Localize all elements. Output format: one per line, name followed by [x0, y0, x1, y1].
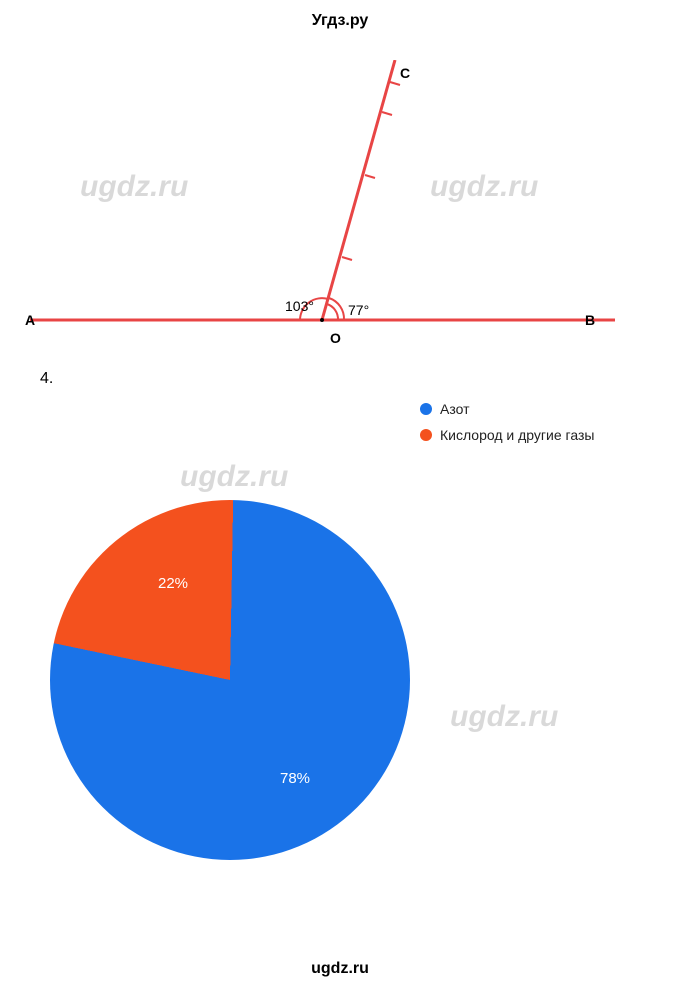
legend-label-1: Азот: [440, 400, 470, 418]
page-header: Угдз.ру: [312, 12, 369, 30]
point-o-dot: [320, 318, 324, 322]
tick-3: [382, 112, 392, 115]
angle-right: 77°: [348, 302, 369, 318]
label-o: O: [330, 330, 341, 346]
label-c: C: [400, 65, 410, 81]
label-a: A: [25, 312, 35, 328]
label-b: B: [585, 312, 595, 328]
angle-left: 103°: [285, 298, 314, 314]
tick-2: [365, 175, 375, 178]
pie-circle: [50, 500, 410, 860]
pie-label-2: 22%: [158, 575, 188, 592]
ray-oc: [322, 60, 395, 320]
tick-1: [342, 257, 352, 260]
tick-4: [390, 82, 400, 85]
legend-label-2: Кислород и другие газы: [440, 426, 594, 444]
legend-item-2: Кислород и другие газы: [420, 426, 594, 444]
angle-diagram: A B O C 103° 77°: [20, 60, 660, 350]
angle-svg: [20, 60, 660, 350]
arc-right-1: [327, 304, 338, 320]
section-number: 4.: [40, 370, 53, 388]
watermark-5: ugdz.ru: [450, 700, 558, 734]
pie-label-1: 78%: [280, 770, 310, 787]
pie-chart: 78% 22%: [50, 480, 450, 880]
legend-dot-1: [420, 403, 432, 415]
arc-right-2: [329, 298, 344, 320]
pie-legend: Азот Кислород и другие газы: [420, 400, 594, 452]
legend-dot-2: [420, 429, 432, 441]
page-footer: ugdz.ru: [311, 960, 369, 978]
legend-item-1: Азот: [420, 400, 594, 418]
